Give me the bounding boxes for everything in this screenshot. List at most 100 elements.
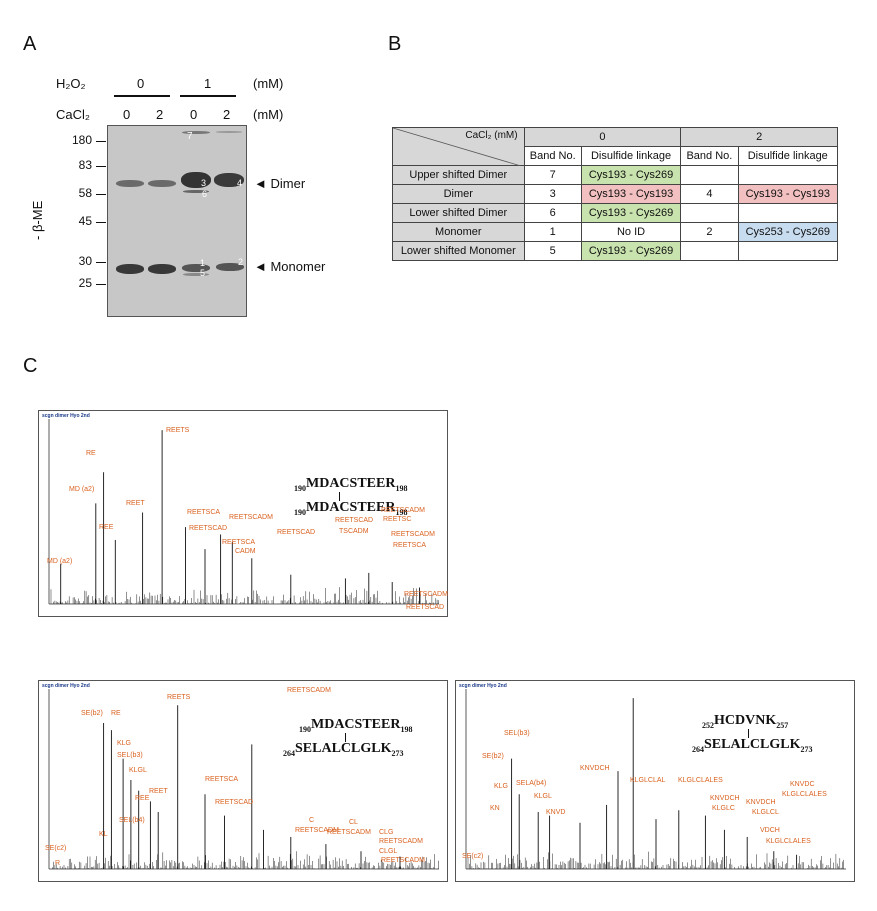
linkage: Cys253 - Cys269 — [737, 222, 839, 242]
col-header-band-1: Band No. — [523, 146, 582, 166]
ion-label: MD (a2) — [69, 486, 95, 493]
ion-label: REETSCADM — [379, 838, 423, 845]
marker-tick-45 — [96, 222, 106, 223]
disulfide-link — [345, 733, 346, 742]
ion-label: REETSCADM — [381, 507, 425, 514]
band-no — [680, 203, 739, 223]
h2o2-value-1: 1 — [204, 76, 212, 91]
ion-label: REETS — [166, 427, 190, 434]
gel-band — [181, 172, 211, 188]
h2o2-unit: (mM) — [253, 76, 284, 91]
linkage: No ID — [580, 222, 682, 242]
disulfide-table: CaCl₂ (mM) 0 2 Band No. Disulfide linkag… — [392, 127, 839, 261]
table-row: Lower shifted Monomer 5 Cys193 - Cys269 — [392, 241, 839, 261]
row-label: Monomer — [392, 222, 525, 242]
marker-83: 83 — [78, 158, 92, 172]
ion-label: REETSC — [383, 516, 412, 523]
gel-band — [148, 264, 176, 274]
linkage — [737, 203, 839, 223]
ion-label: REETSCADM — [391, 531, 435, 538]
band-no: 6 — [523, 203, 582, 223]
ion-label: KNVDCH — [710, 795, 740, 802]
table-row: Monomer 1 No ID 2 Cys253 - Cys269 — [392, 222, 839, 242]
band-no: 4 — [680, 184, 739, 204]
ion-label: R — [55, 860, 61, 867]
ion-label: RE — [111, 710, 121, 717]
beta-me-label: - β-ME — [30, 200, 45, 240]
ion-label: SEL(b3) — [504, 730, 530, 737]
ion-label: VDCH — [760, 827, 780, 834]
peptide-2: 264SELALCLGLK273 — [692, 737, 813, 754]
cacl2-value-lane2: 2 — [156, 107, 164, 122]
table-group-0: 0 — [523, 127, 682, 147]
ion-label: CL — [349, 819, 358, 826]
ion-label: REETSCAD — [189, 525, 228, 532]
ion-label: REETSCA — [393, 542, 427, 549]
ion-label: SE(b2) — [482, 753, 504, 760]
marker-45: 45 — [78, 214, 92, 228]
band-number-6: 6 — [202, 189, 208, 199]
panel-label-c: C — [23, 355, 38, 377]
table-group-2: 2 — [680, 127, 838, 147]
col-header-link-1: Disulfide linkage — [580, 146, 682, 166]
ion-label: RE — [86, 450, 96, 457]
row-label: Lower shifted Dimer — [392, 203, 525, 223]
ion-label: TSCADM — [339, 528, 369, 535]
peptide-2: 190MDACSTEER198 — [294, 500, 408, 517]
ion-label: SELA(b4) — [516, 780, 547, 787]
ion-label: REETSCA — [205, 776, 239, 783]
row-label: Lower shifted Monomer — [392, 241, 525, 261]
ion-label: SEL(b4) — [119, 817, 145, 824]
ion-label: REETSCADM — [327, 829, 371, 836]
band-no: 1 — [523, 222, 582, 242]
marker-tick-30 — [96, 262, 106, 263]
marker-tick-25 — [96, 284, 106, 285]
ion-label: REETSCADM — [404, 591, 448, 598]
marker-tick-58 — [96, 194, 106, 195]
marker-tick-180 — [96, 141, 106, 142]
ms-spectrum-2: scgn dimer Hyo 2nd 190MDACSTEER198 264SE… — [38, 680, 448, 882]
band-no: 7 — [523, 165, 582, 185]
marker-25: 25 — [78, 276, 92, 290]
band-no: 3 — [523, 184, 582, 204]
ion-label: SE(b2) — [81, 710, 103, 717]
col-header-band-2: Band No. — [680, 146, 739, 166]
ion-label: SE(c2) — [462, 853, 484, 860]
gel-band — [214, 173, 244, 187]
ion-label: SE(c2) — [45, 845, 67, 852]
ion-label: KLGLCLALES — [782, 791, 827, 798]
disulfide-link — [748, 729, 749, 738]
ion-label: REETSCADM — [229, 514, 273, 521]
band-no: 2 — [680, 222, 739, 242]
ion-label: REET — [126, 500, 145, 507]
h2o2-bracket-0 — [114, 95, 170, 97]
ion-label: REE — [135, 795, 150, 802]
ion-label: CADM — [235, 548, 256, 555]
cacl2-unit: (mM) — [253, 107, 284, 122]
band-number-3: 3 — [201, 178, 207, 188]
marker-30: 30 — [78, 254, 92, 268]
panel-label-a: A — [23, 33, 37, 55]
col-header-link-2: Disulfide linkage — [737, 146, 839, 166]
ion-label: REETS — [167, 694, 191, 701]
ion-label: REET — [149, 788, 168, 795]
cacl2-label: CaCl₂ — [56, 107, 90, 122]
ion-label: REETSCA — [187, 509, 221, 516]
ion-label: REE — [99, 524, 114, 531]
ion-label: REETSCADM — [381, 857, 425, 864]
peptide-1: 190MDACSTEER198 — [299, 717, 413, 734]
ion-label: REETSCADM — [295, 827, 339, 834]
band-number-1: 1 — [200, 258, 206, 268]
table-corner-cell: CaCl₂ (mM) — [392, 127, 525, 166]
peptide-1: 190MDACSTEER198 — [294, 476, 408, 493]
ion-label: KNVDCH — [580, 765, 610, 772]
ion-label: MD (a2) — [47, 558, 73, 565]
table-row: Dimer 3 Cys193 - Cys193 4 Cys193 - Cys19… — [392, 184, 839, 204]
ion-label: KLGLCLALES — [678, 777, 723, 784]
row-label: Dimer — [392, 184, 525, 204]
ion-label: KNVDCH — [746, 799, 776, 806]
ion-label: C — [309, 817, 315, 824]
panel-label-b: B — [388, 33, 402, 55]
ion-label: KLGLCLALES — [766, 838, 811, 845]
band-no — [680, 165, 739, 185]
